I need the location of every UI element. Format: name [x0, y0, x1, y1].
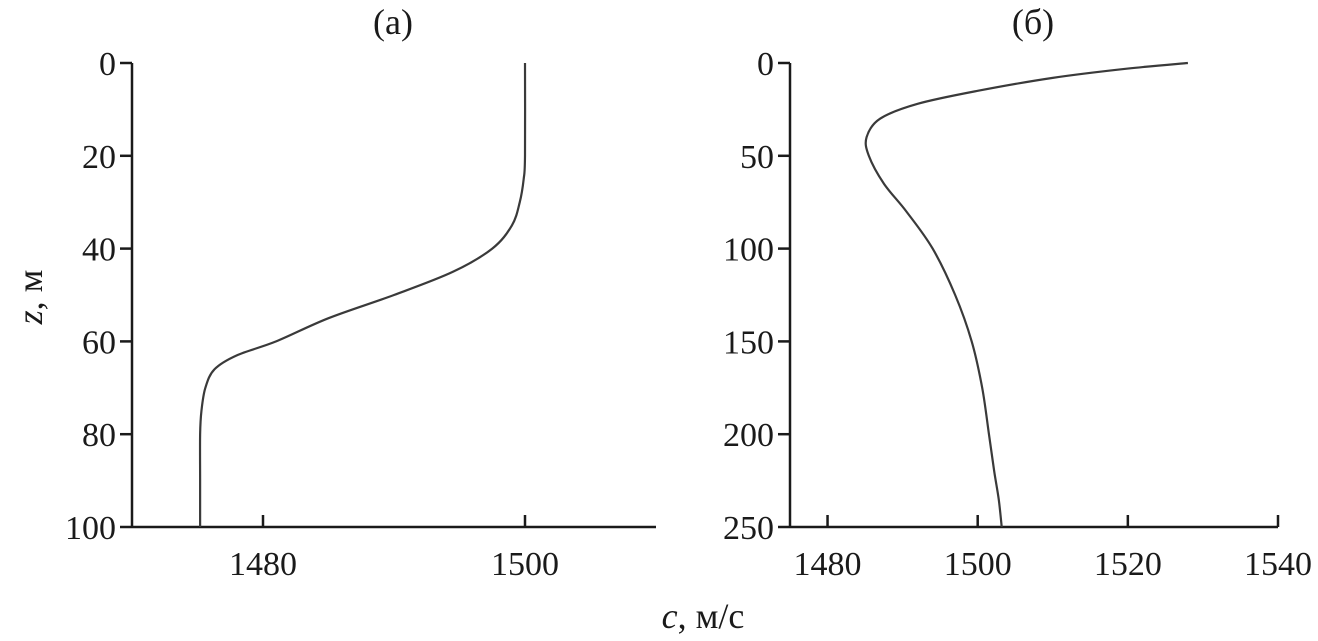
- y-tick-label: 80: [82, 417, 116, 454]
- y-tick-label: 20: [82, 139, 116, 176]
- y-tick-label: 200: [723, 417, 774, 454]
- panel-a-label: (а): [373, 2, 413, 42]
- x-tick-label: 1480: [794, 546, 862, 583]
- x-tick-label: 1500: [491, 546, 559, 583]
- panel-a: (а) z, м 0 20 40 60 80 100 1480 1500: [10, 2, 656, 583]
- y-tick-label: 60: [82, 324, 116, 361]
- y-tick-label: 0: [757, 46, 774, 83]
- y-tick-label: 100: [723, 232, 774, 269]
- sound-speed-profile-line: [864, 61, 1189, 528]
- y-tick-label: 250: [723, 510, 774, 547]
- y-axis-label: z, м: [10, 270, 50, 326]
- y-tick-label: 50: [740, 139, 774, 176]
- y-tick-label: 40: [82, 232, 116, 269]
- x-tick-label: 1520: [1094, 546, 1162, 583]
- x-tick-label: 1480: [229, 546, 297, 583]
- x-tick-label: 1540: [1244, 546, 1312, 583]
- y-tick-label: 100: [65, 510, 116, 547]
- y-tick-label: 0: [99, 46, 116, 83]
- sound-speed-profile-line: [198, 62, 527, 527]
- panel-b: (б) 0 50 100 150 200 250 1480 1500 1520 1540: [723, 2, 1312, 583]
- y-tick-label: 150: [723, 324, 774, 361]
- panel-b-label: (б): [1012, 2, 1054, 42]
- x-tick-label: 1500: [944, 546, 1012, 583]
- x-axis-label: c, м/с: [662, 596, 745, 636]
